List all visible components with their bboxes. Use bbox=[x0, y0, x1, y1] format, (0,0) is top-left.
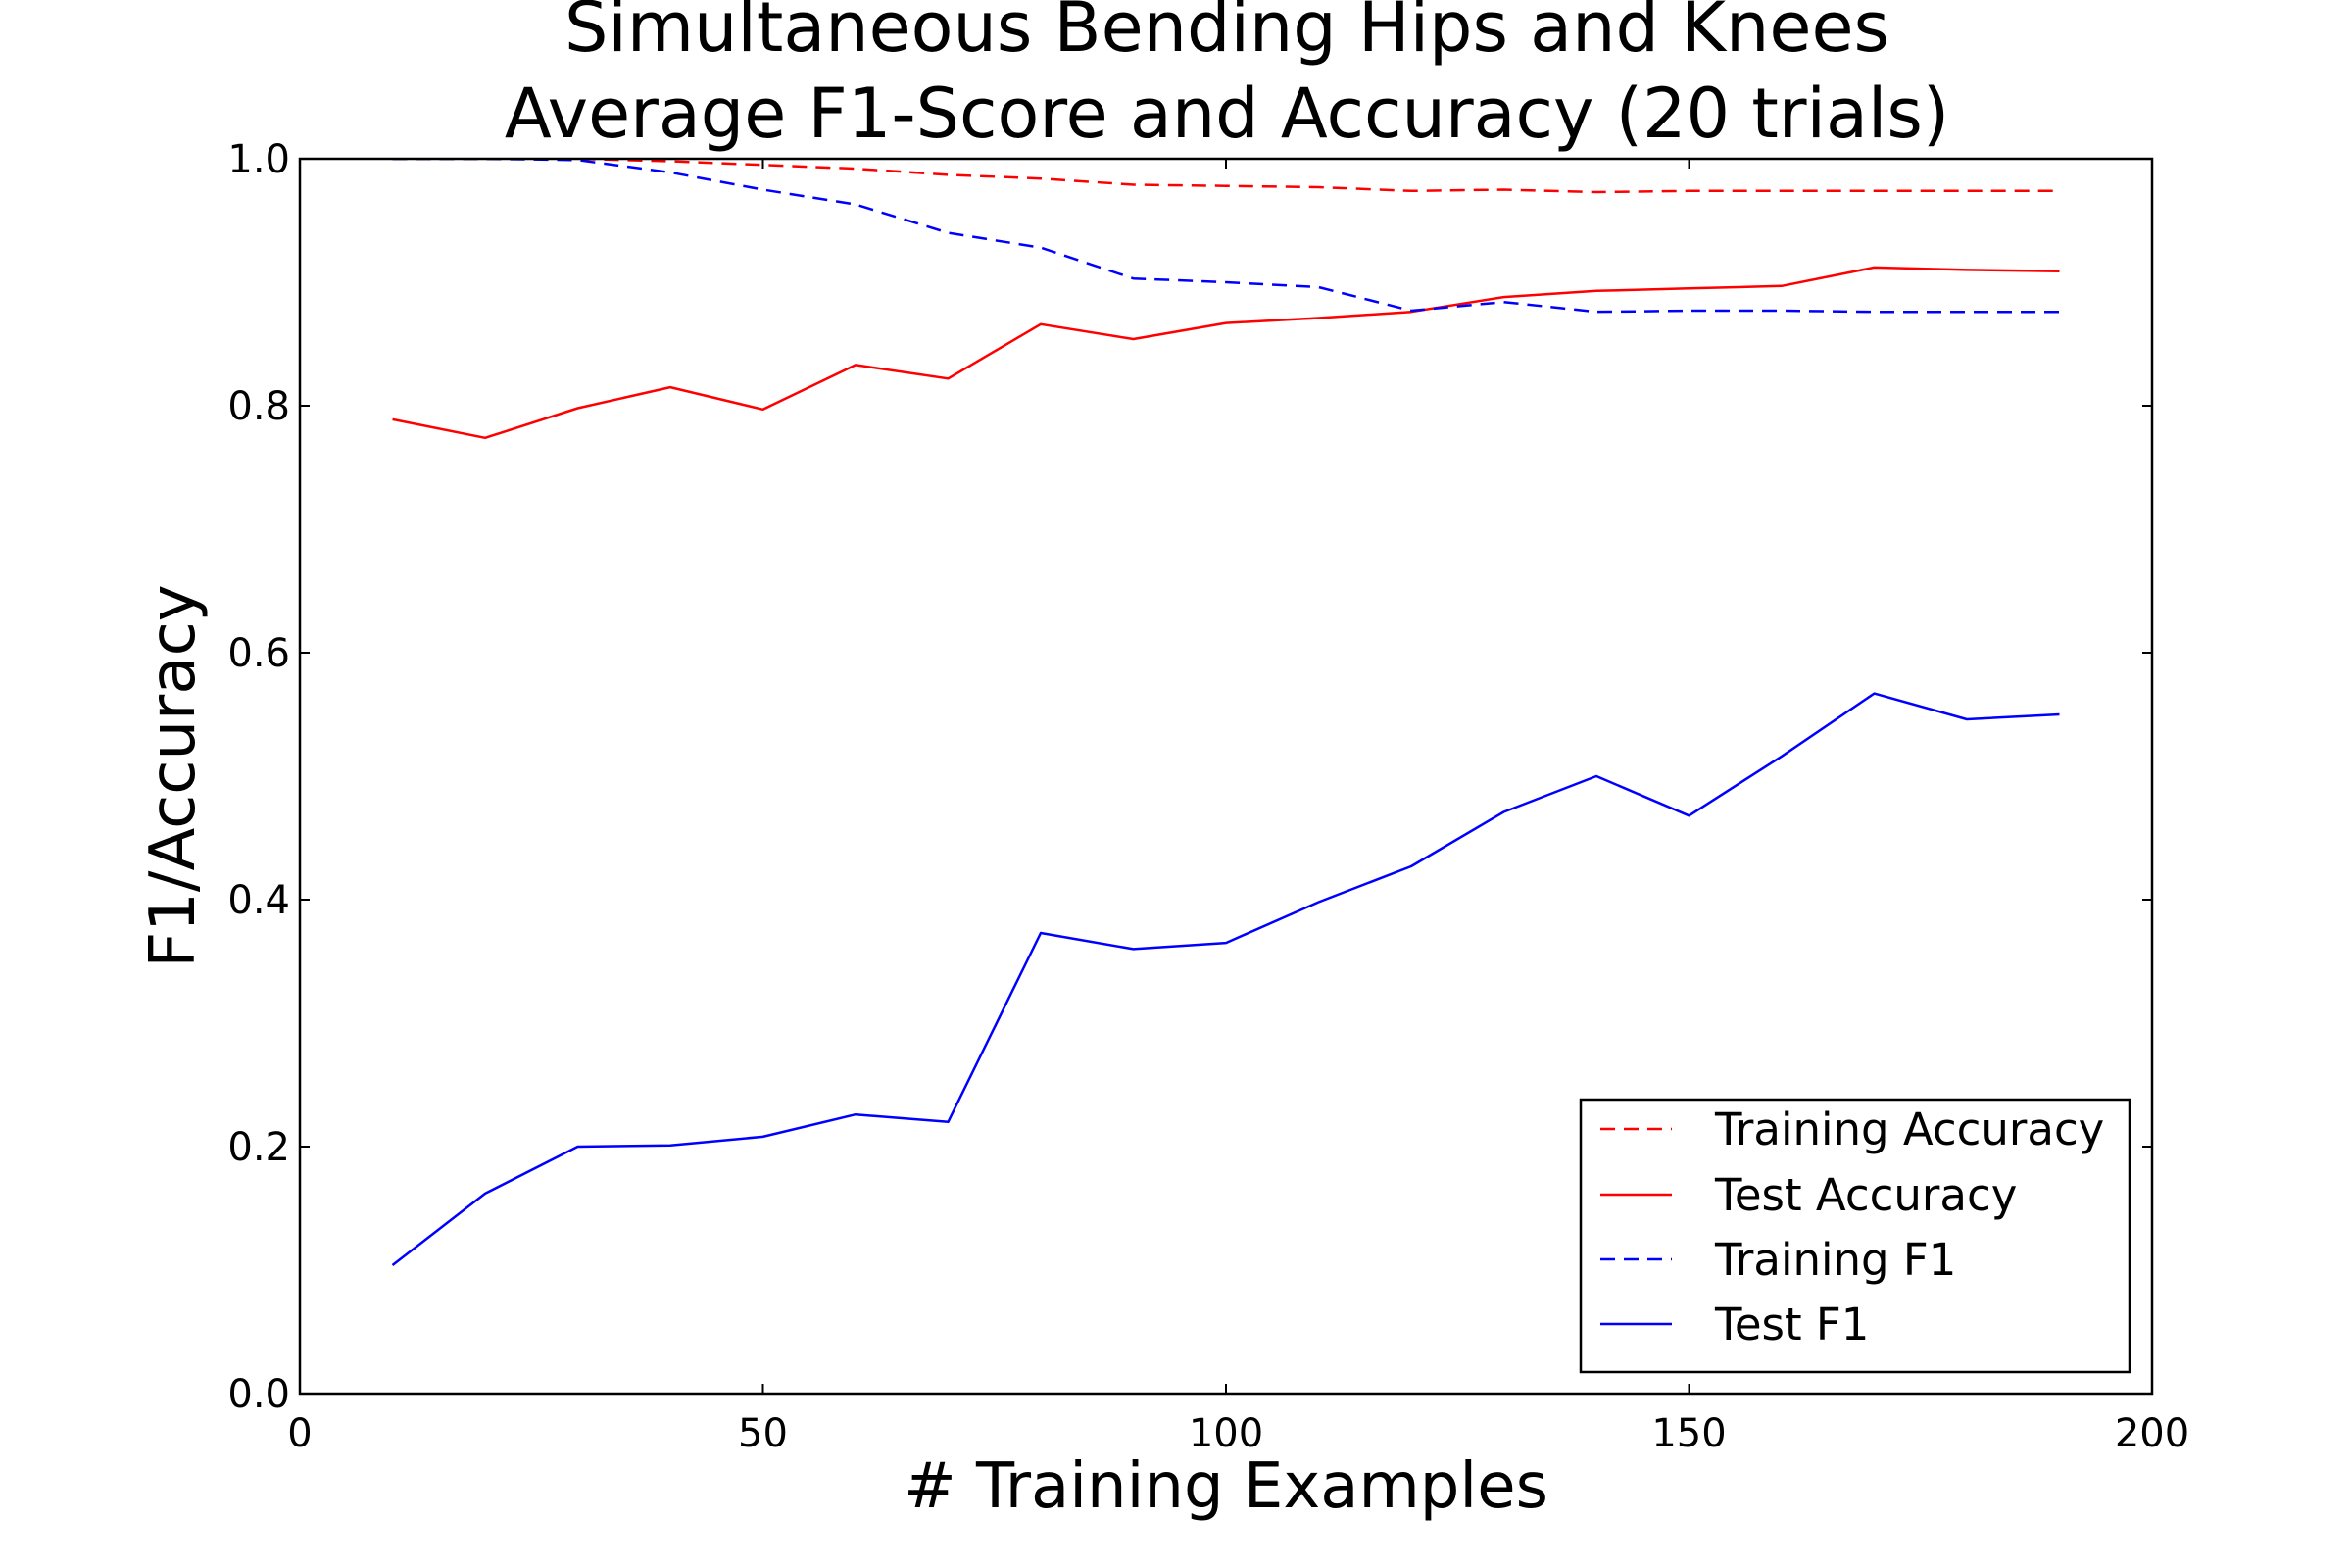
axis-ticks: 0 50 100 150 200 0.0 0.2 0.4 0.6 0.8 1.0 bbox=[227, 137, 2189, 1456]
legend-label-1: Training Accuracy bbox=[1714, 1103, 2104, 1155]
y-axis-label: F1/Accuracy bbox=[137, 584, 210, 967]
plot-area bbox=[391, 159, 2060, 1266]
chart-title-line-1: Simultaneous Bending Hips and Knees bbox=[564, 0, 1889, 68]
series-line-3 bbox=[392, 159, 2060, 314]
x-tick-label: 0 bbox=[287, 1411, 312, 1456]
series-line-1 bbox=[392, 159, 2060, 194]
legend-label-3: Training F1 bbox=[1714, 1234, 1956, 1286]
x-axis-label: # Training Examples bbox=[904, 1450, 1548, 1523]
y-tick-label: 0.6 bbox=[227, 631, 290, 676]
x-tick-label: 150 bbox=[1651, 1411, 1726, 1456]
x-tick-label: 50 bbox=[738, 1411, 788, 1456]
series-line-2 bbox=[392, 266, 2060, 440]
legend-box bbox=[1579, 1098, 2132, 1374]
y-tick-label: 1.0 bbox=[227, 137, 290, 182]
series-line-4 bbox=[391, 692, 2060, 1266]
plot-frame bbox=[298, 157, 2154, 1396]
legend: Training Accuracy Test Accuracy Training F… bbox=[1579, 1098, 2132, 1374]
x-tick-label: 100 bbox=[1189, 1411, 1263, 1456]
legend-label-2: Test Accuracy bbox=[1714, 1169, 2017, 1221]
legend-label-4: Test F1 bbox=[1714, 1298, 1869, 1350]
chart-title-line-2: Average F1-Score and Accuracy (20 trials… bbox=[505, 74, 1949, 154]
y-tick-label: 0.8 bbox=[227, 384, 290, 429]
y-tick-label: 0.0 bbox=[227, 1372, 290, 1417]
x-tick-label: 200 bbox=[2115, 1411, 2189, 1456]
y-tick-label: 0.4 bbox=[227, 878, 290, 923]
y-tick-label: 0.2 bbox=[227, 1125, 290, 1170]
